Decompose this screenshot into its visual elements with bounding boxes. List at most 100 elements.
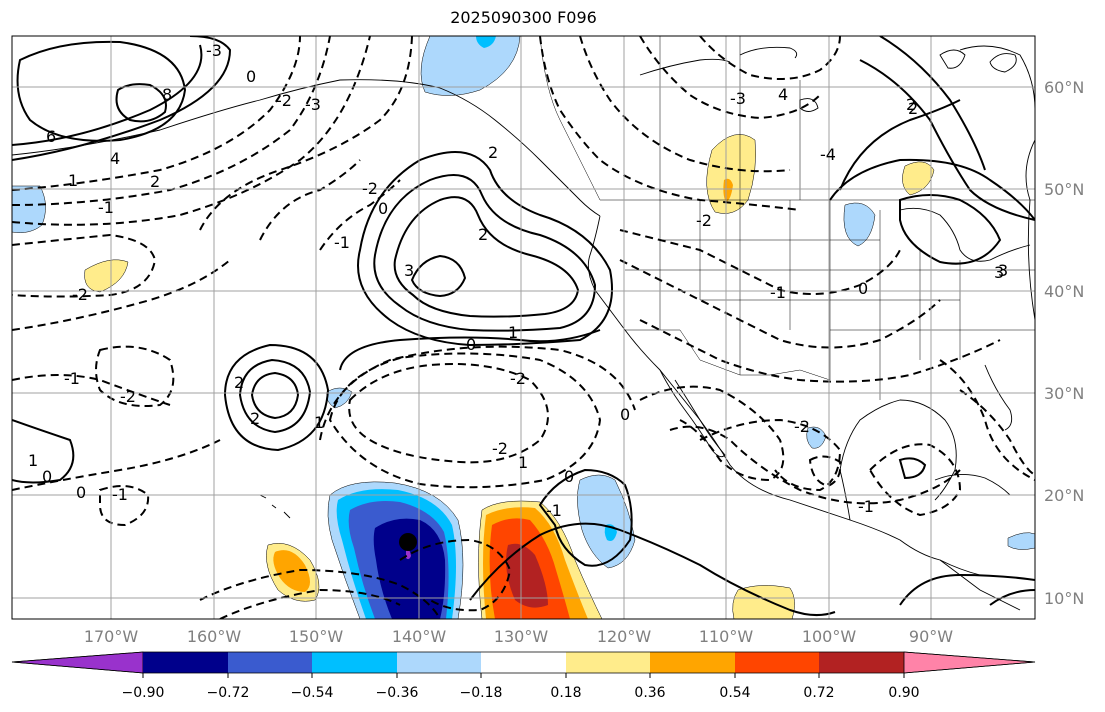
contour-storm-1 — [538, 468, 633, 567]
contour-label: -2 — [72, 285, 88, 304]
storm-center-dot — [399, 533, 417, 551]
contour-label: 2 — [234, 373, 244, 392]
latitude-labels: 60°N 50°N 40°N 30°N 20°N 10°N — [1044, 78, 1084, 608]
contour-neg-carib — [869, 443, 962, 517]
shade-negative-mid — [326, 387, 353, 409]
contour-storm-2 — [469, 522, 836, 616]
contour-high-alaska-3 — [16, 40, 187, 142]
contour-label: 1 — [28, 451, 38, 470]
contour-high-alaska-2 — [12, 44, 203, 146]
shade-negative-gulf — [806, 426, 827, 449]
contour-label: 6 — [46, 127, 56, 146]
shade-negative-east — [577, 474, 636, 569]
contour-neg-west-4 — [95, 345, 175, 407]
contour-label: 0 — [378, 199, 388, 218]
colorbar-swatch — [228, 652, 312, 673]
colorbar-tick-label: 0.54 — [719, 685, 750, 701]
colorbar-tick-label: 0.36 — [634, 685, 665, 701]
coastline-arctic-2 — [639, 58, 731, 76]
colorbar-tick-label: 0.18 — [550, 685, 581, 701]
map-frame — [11, 35, 1036, 620]
colorbar-swatch — [312, 652, 397, 673]
colorbar-extend-max — [903, 651, 1036, 674]
contour-label: -1 — [770, 283, 786, 302]
map-area — [12, 36, 1035, 619]
contour-west-30n — [12, 419, 75, 484]
contour-label: 3 — [998, 261, 1008, 280]
shade-negative-alaska-core — [476, 36, 496, 48]
contour-label: 0 — [246, 67, 256, 86]
contour-lakes-low-1 — [829, 158, 1035, 221]
contour-neg-can-3 — [639, 36, 821, 120]
shade-positive-south — [732, 585, 795, 619]
colorbar-tick-label: −0.90 — [122, 685, 165, 701]
contours-positive — [12, 36, 1035, 616]
contour-label: -3 — [730, 89, 746, 108]
lon-label: 90°W — [909, 627, 953, 646]
contour-ridge-2 — [373, 174, 597, 332]
contour-label: -1 — [98, 198, 114, 217]
contour-high-30n-1 — [223, 343, 330, 452]
contour-lakes-low-2 — [839, 99, 961, 191]
contour-label: 2 — [488, 143, 498, 162]
contour-neg-gulf-2 — [259, 159, 361, 241]
colorbar-ticks — [142, 673, 905, 678]
contour-lakes-low-3 — [899, 194, 1002, 265]
contour-ridge-4 — [410, 254, 467, 298]
contour-label: 4 — [110, 149, 120, 168]
contour-ridge-1 — [357, 151, 613, 347]
shade-positive-lakes — [902, 161, 935, 196]
coastline-hawaii — [259, 494, 291, 519]
contour-high-30n-2 — [238, 358, 312, 434]
lon-label: 160°W — [187, 627, 242, 646]
contour-south-high — [899, 573, 1035, 606]
lon-label: 130°W — [494, 627, 549, 646]
contour-label: -1 — [334, 233, 350, 252]
contours-negative — [12, 36, 1035, 619]
shaded-anomalies — [12, 36, 1035, 619]
shade-negative-storm-4 — [373, 518, 446, 619]
lat-label: 60°N — [1044, 78, 1084, 97]
lon-label: 100°W — [802, 627, 857, 646]
lon-label: 140°W — [392, 627, 447, 646]
contour-label: -2 — [794, 417, 810, 436]
contour-high-30n-3 — [250, 371, 300, 420]
contour-label: -4 — [820, 145, 836, 164]
contour-neg-gulf-low — [808, 455, 842, 488]
contour-label: 2 — [250, 409, 260, 428]
coastline-eastcoast — [1025, 139, 1035, 321]
contour-label: -1 — [112, 485, 128, 504]
lon-label: 170°W — [84, 627, 139, 646]
contour-label: 1 — [68, 171, 78, 190]
shade-positive-storm-4 — [506, 543, 548, 608]
contour-label: 0 — [42, 467, 52, 486]
lat-label: 10°N — [1044, 589, 1084, 608]
colorbar-swatch — [397, 652, 481, 673]
contour-lakes-east-1 — [859, 59, 1035, 221]
contour-label: 8 — [162, 85, 172, 104]
shade-positive-west — [84, 259, 129, 293]
contour-labels: 6 4 2 1 8 0 -1 -2 3 2 1 0 -1 -2 -3 4 2 0… — [28, 41, 1008, 520]
contour-label: 0 — [76, 483, 86, 502]
contour-high-alaska-4 — [115, 83, 167, 123]
contour-label: 2 — [478, 225, 488, 244]
contour-neg-east-2 — [959, 389, 1035, 476]
colorbar-extend-min — [11, 651, 144, 674]
shade-negative-lakes — [843, 202, 876, 247]
coastline-hudson — [959, 45, 1035, 111]
contour-label: -1 — [64, 369, 80, 388]
contour-label: -1 — [858, 497, 874, 516]
contour-ridge-link — [339, 329, 601, 371]
contour-label: -2 — [492, 439, 508, 458]
lon-label: 150°W — [289, 627, 344, 646]
coastline-alaska — [12, 79, 601, 217]
contour-label: 1 — [508, 323, 518, 342]
contour-neg-20n-1 — [12, 439, 221, 491]
shade-negative-storm-5 — [406, 549, 411, 560]
contour-neg-can-2 — [579, 36, 791, 173]
contour-label: -2 — [510, 369, 526, 388]
contour-label: 3 — [404, 261, 414, 280]
contour-neg-mex-1 — [639, 385, 785, 482]
contour-gulf — [898, 457, 927, 480]
contour-label: 4 — [778, 85, 788, 104]
